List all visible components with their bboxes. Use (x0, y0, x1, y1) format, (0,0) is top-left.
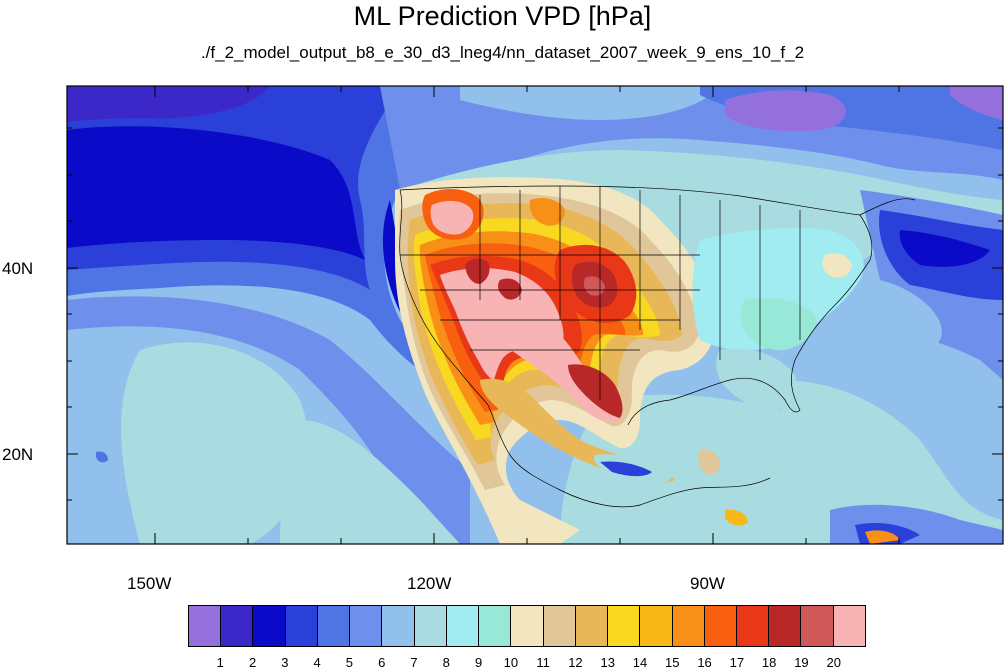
colorbar-label: 13 (600, 655, 615, 670)
map-outlines (399, 185, 916, 508)
colorbar-label: 11 (536, 655, 550, 670)
colorbar-label: 16 (697, 655, 712, 670)
colorbar-swatch (833, 605, 866, 647)
colorbar-label: 3 (281, 655, 289, 670)
colorbar-swatch (382, 605, 415, 647)
lat-tick-40n: 40N (2, 259, 34, 278)
colorbar-label: 15 (665, 655, 680, 670)
colorbar-swatch (253, 605, 286, 647)
map-frame (66, 85, 1004, 545)
colorbar-label: 2 (248, 655, 257, 670)
colorbar-swatch (221, 605, 254, 647)
lat-tick-20n: 20N (2, 445, 34, 464)
colorbar-label: 19 (794, 655, 809, 670)
colorbar-label: 20 (826, 655, 841, 670)
colorbar-swatch (543, 605, 576, 647)
colorbar-swatch (608, 605, 641, 647)
colorbar-swatch (188, 605, 222, 647)
lon-tick-90w: 90W (690, 574, 725, 593)
lon-tick-120w: 120W (407, 574, 452, 593)
colorbar-swatch (575, 605, 609, 647)
colorbar-label: 14 (632, 655, 648, 670)
colorbar-swatch (350, 605, 383, 647)
colorbar-swatch (317, 605, 351, 647)
colorbar-label: 12 (568, 655, 583, 670)
colorbar-swatch (704, 605, 737, 647)
colorbar (188, 605, 866, 647)
colorbar-swatch (479, 605, 512, 647)
colorbar-swatch (672, 605, 705, 647)
map-subtitle: ./f_2_model_output_b8_e_30_d3_lneg4/nn_d… (200, 43, 805, 62)
colorbar-label: 1 (216, 655, 224, 670)
colorbar-swatch (285, 605, 318, 647)
map-tick-marks (67, 86, 1003, 544)
colorbar-swatch (414, 605, 447, 647)
colorbar-label: 18 (761, 655, 777, 670)
map-title: ML Prediction VPD [hPa] (353, 1, 652, 31)
colorbar-swatch (446, 605, 480, 647)
colorbar-label: 8 (442, 655, 450, 670)
colorbar-label: 17 (729, 655, 745, 670)
colorbar-label: 4 (313, 655, 321, 670)
colorbar-label: 6 (378, 655, 386, 670)
colorbar-swatch (801, 605, 834, 647)
colorbar-label: 7 (410, 655, 418, 670)
colorbar-swatch (736, 605, 770, 647)
lon-tick-150w: 150W (127, 574, 172, 593)
colorbar-swatch (640, 605, 673, 647)
colorbar-swatch (511, 605, 544, 647)
vpd-field (67, 86, 1003, 544)
colorbar-label: 9 (474, 655, 483, 670)
colorbar-swatch (769, 605, 802, 647)
colorbar-label: 10 (503, 655, 519, 670)
colorbar-label: 5 (345, 655, 354, 670)
vpd-map (66, 85, 1004, 545)
